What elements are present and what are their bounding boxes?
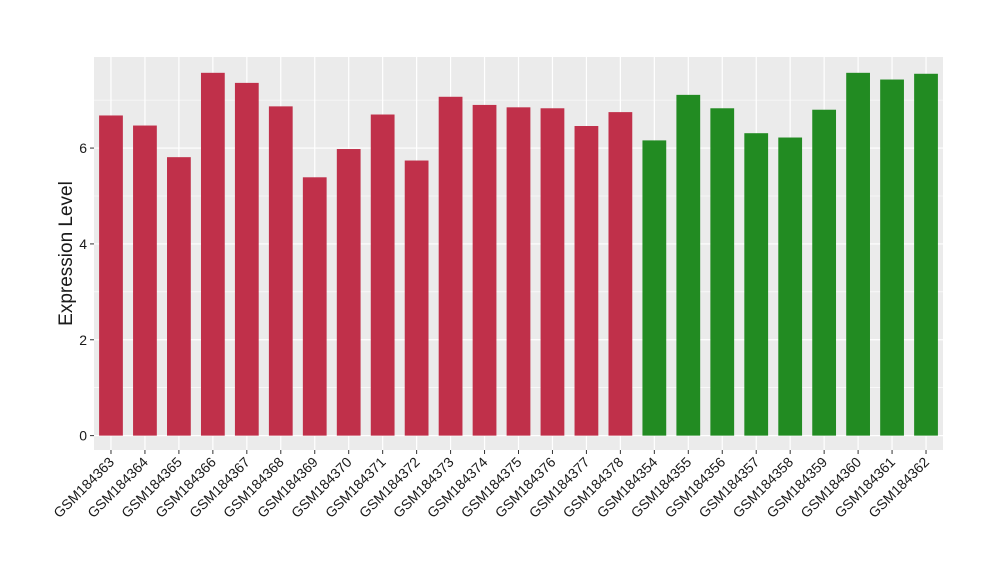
bar-GSM184361 [880,79,904,436]
bar-GSM184356 [710,108,735,436]
bar-GSM184366 [200,72,225,436]
bar-GSM184374 [472,104,497,436]
bar-GSM184364 [133,125,157,436]
bar-GSM184373 [438,96,463,436]
bar-GSM184360 [846,72,870,436]
bar-GSM184371 [370,114,395,436]
y-tick-label: 2 [79,332,87,348]
bar-GSM184362 [914,73,938,436]
y-tick-label: 6 [79,140,87,156]
bar-GSM184359 [812,109,837,436]
bar-GSM184372 [404,160,429,436]
bar-GSM184365 [167,157,191,436]
bar-GSM184355 [676,94,701,436]
bar-GSM184377 [574,126,599,436]
bar-GSM184357 [744,133,769,436]
bar-GSM184378 [608,112,633,436]
bar-GSM184368 [268,106,293,436]
y-axis: 0 2 4 6 [79,140,94,444]
bar-GSM184375 [506,107,531,436]
bar-GSM184376 [540,108,565,436]
y-axis-label: Expression Level [56,181,77,326]
y-tick-label: 0 [79,428,87,444]
bars [99,72,938,436]
bar-GSM184369 [302,177,327,436]
bar-GSM184363 [99,115,123,436]
bar-GSM184370 [336,149,361,436]
x-axis: GSM184363GSM184364GSM184365GSM184366GSM1… [50,450,932,521]
y-tick-label: 4 [79,236,87,252]
bar-GSM184354 [642,140,667,436]
bar-GSM184367 [234,82,259,436]
bar-GSM184358 [778,137,803,436]
